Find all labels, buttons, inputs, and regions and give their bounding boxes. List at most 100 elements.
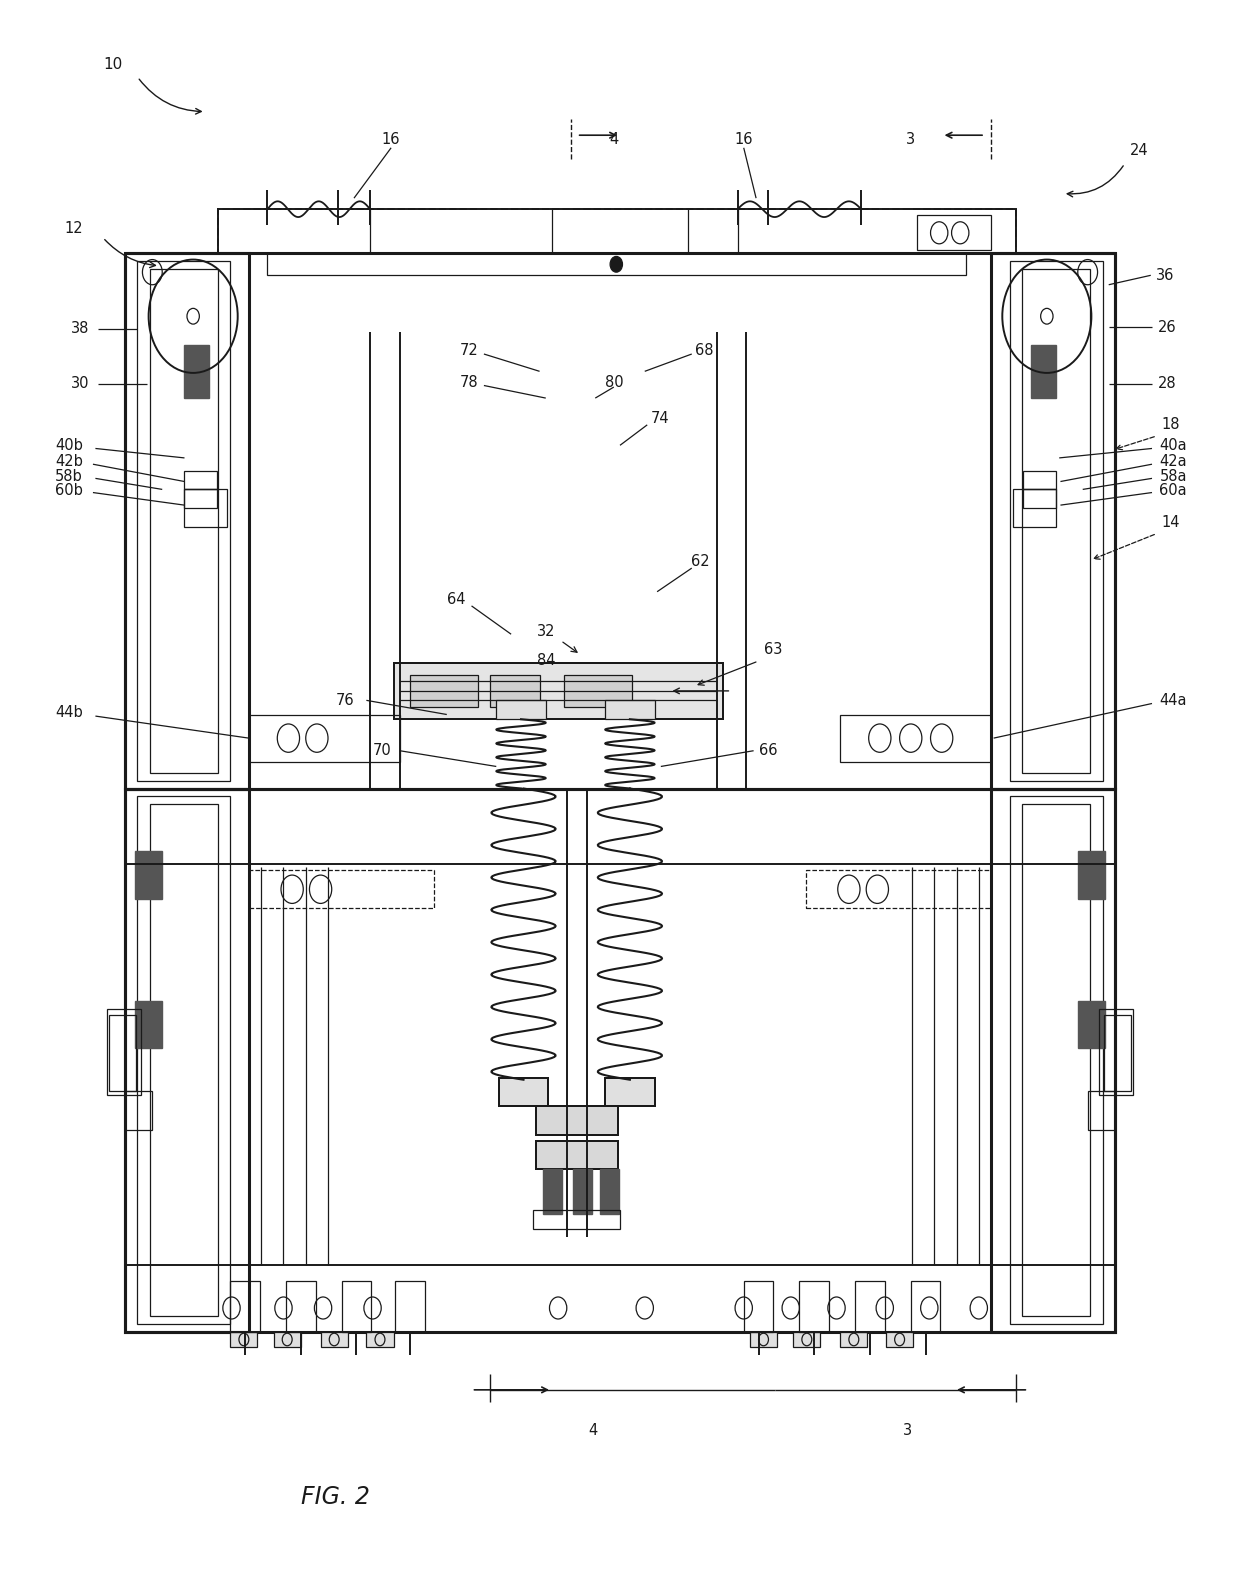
Text: 44b: 44b xyxy=(56,705,83,721)
Bar xyxy=(366,1331,393,1347)
Bar xyxy=(1087,1091,1115,1131)
Bar xyxy=(135,1001,162,1049)
Bar xyxy=(794,1331,821,1347)
Bar xyxy=(135,852,162,899)
Bar xyxy=(806,871,991,908)
Text: 72: 72 xyxy=(460,344,479,358)
Text: 10: 10 xyxy=(103,57,123,73)
Text: 40a: 40a xyxy=(1159,438,1187,453)
Text: 66: 66 xyxy=(759,743,777,759)
Bar xyxy=(533,1211,620,1230)
Bar xyxy=(274,1331,301,1347)
Text: 84: 84 xyxy=(537,653,556,669)
Bar xyxy=(249,714,399,762)
Bar xyxy=(496,700,546,719)
Bar xyxy=(150,270,218,773)
Bar xyxy=(1022,804,1090,1315)
Text: 26: 26 xyxy=(1158,320,1177,334)
Bar xyxy=(536,1142,618,1170)
Bar xyxy=(107,1009,141,1096)
Bar xyxy=(498,1079,548,1107)
Bar xyxy=(1078,1001,1105,1049)
Bar xyxy=(394,1281,424,1331)
Text: 42a: 42a xyxy=(1159,454,1187,468)
Bar xyxy=(750,1331,777,1347)
Text: 76: 76 xyxy=(336,692,355,708)
Bar xyxy=(490,675,539,706)
Text: 58b: 58b xyxy=(56,470,83,484)
Bar xyxy=(125,1091,153,1131)
Text: 4: 4 xyxy=(588,1424,598,1438)
Text: 14: 14 xyxy=(1162,516,1180,530)
Bar xyxy=(185,489,217,508)
Bar xyxy=(564,675,632,706)
Bar xyxy=(800,1281,830,1331)
Bar xyxy=(109,1016,136,1091)
Text: 30: 30 xyxy=(71,377,89,391)
Bar xyxy=(498,1079,548,1107)
Bar xyxy=(138,262,231,781)
Bar xyxy=(1022,270,1090,773)
Text: 58a: 58a xyxy=(1159,470,1187,484)
Bar xyxy=(841,714,991,762)
Bar xyxy=(393,662,723,719)
Text: 64: 64 xyxy=(448,591,466,607)
Text: 78: 78 xyxy=(460,375,479,390)
Bar xyxy=(218,210,1016,254)
Text: 3: 3 xyxy=(906,132,915,147)
Bar xyxy=(744,1281,774,1331)
Bar xyxy=(536,1107,618,1135)
Bar xyxy=(249,871,434,908)
Text: 70: 70 xyxy=(373,743,392,759)
Text: 60b: 60b xyxy=(55,484,83,498)
Bar xyxy=(409,675,477,706)
Bar xyxy=(231,1281,260,1331)
Bar xyxy=(1013,489,1055,527)
Bar xyxy=(321,1331,347,1347)
Bar xyxy=(600,1170,619,1214)
Text: 18: 18 xyxy=(1162,418,1180,432)
Text: 28: 28 xyxy=(1158,377,1177,391)
Text: 12: 12 xyxy=(64,221,83,235)
Bar xyxy=(543,1170,562,1214)
Bar xyxy=(218,210,1016,254)
Text: 16: 16 xyxy=(734,132,753,147)
Text: 38: 38 xyxy=(71,322,89,336)
Text: 16: 16 xyxy=(382,132,401,147)
Bar xyxy=(536,1142,618,1170)
Text: 42b: 42b xyxy=(55,454,83,468)
Bar xyxy=(856,1281,885,1331)
Bar xyxy=(342,1281,371,1331)
Text: 80: 80 xyxy=(605,375,624,390)
Text: 74: 74 xyxy=(650,412,668,426)
Bar xyxy=(991,788,1115,1331)
Text: FIG. 2: FIG. 2 xyxy=(301,1486,370,1509)
Bar xyxy=(150,804,218,1315)
Bar xyxy=(125,254,249,788)
Bar xyxy=(910,1281,940,1331)
Text: 4: 4 xyxy=(609,132,619,147)
Bar xyxy=(185,470,217,489)
Bar xyxy=(1023,470,1055,489)
Bar xyxy=(185,489,227,527)
Text: 44a: 44a xyxy=(1159,692,1187,708)
Bar xyxy=(991,254,1115,788)
Text: 3: 3 xyxy=(903,1424,911,1438)
Text: 68: 68 xyxy=(694,344,713,358)
Bar xyxy=(605,700,655,719)
Text: 32: 32 xyxy=(537,623,556,639)
Text: 36: 36 xyxy=(1156,268,1174,282)
Bar xyxy=(125,788,1115,1331)
Text: 40b: 40b xyxy=(55,438,83,453)
Text: 24: 24 xyxy=(1130,144,1148,158)
Bar xyxy=(1009,262,1102,781)
Bar xyxy=(138,796,231,1323)
Bar xyxy=(536,1107,618,1135)
Bar xyxy=(1099,1009,1133,1096)
Bar xyxy=(185,344,210,397)
Bar xyxy=(1023,489,1055,508)
Circle shape xyxy=(610,257,622,273)
Bar xyxy=(887,1331,913,1347)
Bar xyxy=(393,662,723,719)
Bar xyxy=(916,216,991,251)
